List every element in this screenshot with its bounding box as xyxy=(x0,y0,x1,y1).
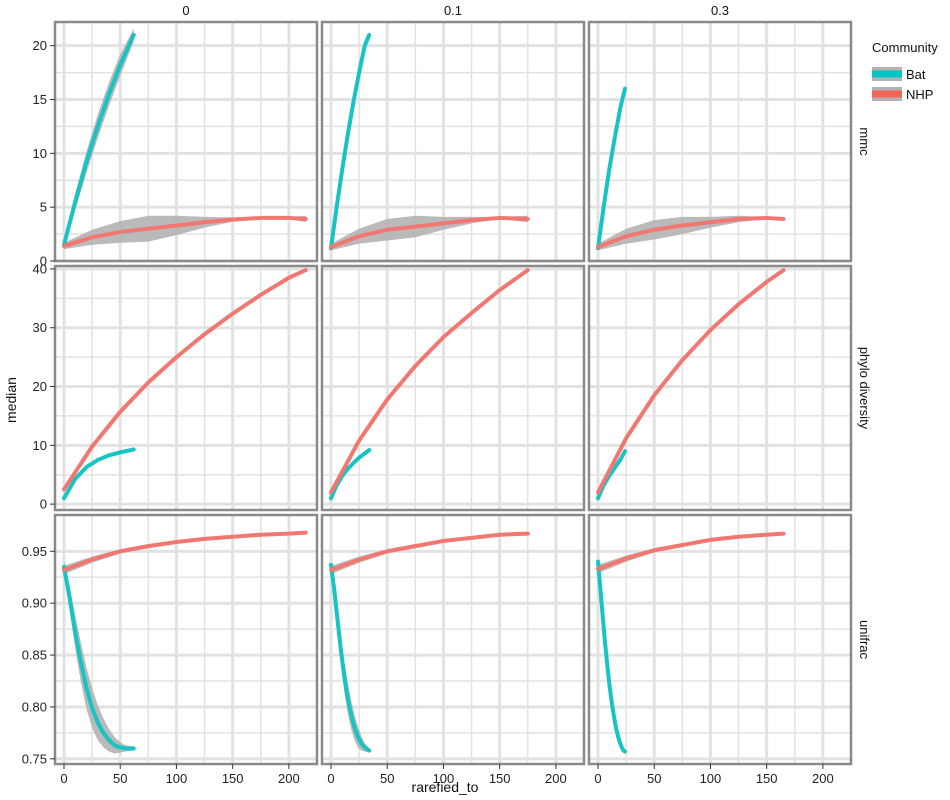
y-tick-label: 0 xyxy=(40,254,47,269)
series-line-bat xyxy=(61,32,136,247)
x-tick-label: 0 xyxy=(594,771,601,786)
x-tick-label: 0 xyxy=(327,771,334,786)
y-tick-label: 0.80 xyxy=(22,699,47,714)
legend-label: Bat xyxy=(906,67,926,82)
panel-series xyxy=(328,531,530,753)
panel-border xyxy=(53,513,319,766)
panel-series xyxy=(595,268,786,501)
series-line-nhp xyxy=(61,268,308,492)
panel-r1-c2 xyxy=(587,264,853,512)
row-strip-label: unifrac xyxy=(857,620,872,660)
legend-label: NHP xyxy=(906,87,933,102)
panel-r1-c0 xyxy=(53,264,319,512)
facet-strip-labels: 0 0.1 0.3 mmc phylo diversity unifrac xyxy=(182,3,872,660)
panel-series xyxy=(328,31,530,252)
panel-border xyxy=(53,20,319,263)
confidence-band-bat xyxy=(63,28,134,251)
column-strip-label: 0.1 xyxy=(444,3,462,18)
panel-border xyxy=(320,513,586,766)
series-line-nhp xyxy=(595,268,786,495)
panel-series xyxy=(595,85,786,252)
panel-r0-c2 xyxy=(587,20,853,263)
y-axis-title: median xyxy=(3,377,19,423)
legend: Community Bat NHP xyxy=(872,40,938,102)
panel-border xyxy=(587,20,853,263)
panel-r2-c2 xyxy=(587,513,853,766)
x-tick-label: 50 xyxy=(113,771,127,786)
panel-series xyxy=(595,531,786,754)
y-tick-label: 20 xyxy=(33,38,47,53)
series-line-bat xyxy=(595,559,627,754)
panel-series xyxy=(61,530,308,754)
y-tick-label: 0 xyxy=(40,497,47,512)
x-tick-label: 150 xyxy=(756,771,778,786)
column-strip-label: 0.3 xyxy=(711,3,729,18)
panel-border xyxy=(587,264,853,512)
series-line-bat xyxy=(595,86,627,251)
panel-r0-c0 xyxy=(53,20,319,263)
panel-border xyxy=(320,20,586,263)
y-tick-label: 15 xyxy=(33,92,47,107)
row-strip-label: mmc xyxy=(857,127,872,156)
x-tick-label: 200 xyxy=(812,771,834,786)
y-tick-label: 0.90 xyxy=(22,596,47,611)
x-tick-label: 100 xyxy=(166,771,188,786)
y-tick-label: 20 xyxy=(33,379,47,394)
series-line-nhp xyxy=(61,215,308,248)
y-tick-label: 0.75 xyxy=(22,751,47,766)
series-line-nhp xyxy=(328,215,530,250)
panels xyxy=(53,20,853,766)
y-tick-label: 30 xyxy=(33,320,47,335)
y-tick-label: 0.95 xyxy=(22,544,47,559)
series-line-nhp xyxy=(595,531,786,571)
confidence-band-nhp xyxy=(330,215,528,251)
row-strip-label: phylo diversity xyxy=(857,347,872,430)
x-tick-label: 50 xyxy=(380,771,394,786)
x-tick-label: 150 xyxy=(222,771,244,786)
y-tick-label: 5 xyxy=(40,200,47,215)
panel-r2-c0 xyxy=(53,513,319,766)
panel-r0-c1 xyxy=(320,20,586,263)
y-tick-label: 0.85 xyxy=(22,648,47,663)
y-tick-label: 40 xyxy=(33,261,47,276)
x-tick-label: 150 xyxy=(489,771,511,786)
series-line-nhp xyxy=(595,215,786,250)
series-line-bat xyxy=(328,562,372,753)
panel-series xyxy=(61,268,308,501)
series-line-nhp xyxy=(328,268,530,495)
confidence-band-nhp xyxy=(63,215,306,250)
panel-series xyxy=(61,28,308,251)
series-line-nhp xyxy=(328,531,530,572)
series-line-nhp xyxy=(61,530,308,572)
panel-border xyxy=(320,264,586,512)
legend-title: Community xyxy=(872,40,938,55)
panel-series xyxy=(328,268,530,501)
series-line-bat xyxy=(61,447,136,501)
x-tick-label: 50 xyxy=(647,771,661,786)
x-tick-label: 100 xyxy=(700,771,722,786)
x-tick-label: 200 xyxy=(278,771,300,786)
x-tick-label: 200 xyxy=(545,771,567,786)
x-tick-label: 0 xyxy=(60,771,67,786)
series-line-bat xyxy=(61,564,136,751)
y-tick-label: 10 xyxy=(33,438,47,453)
column-strip-label: 0 xyxy=(182,3,189,18)
panel-r1-c1 xyxy=(320,264,586,512)
series-line-bat xyxy=(328,32,372,251)
axes: rarefied_to median 051015200102030400.75… xyxy=(3,38,834,795)
x-tick-label: 100 xyxy=(433,771,455,786)
y-tick-label: 10 xyxy=(33,146,47,161)
panel-border xyxy=(587,513,853,766)
confidence-band-nhp xyxy=(597,215,784,251)
x-axis-title: rarefied_to xyxy=(412,779,479,795)
panel-r2-c1 xyxy=(320,513,586,766)
panel-border xyxy=(53,264,319,512)
